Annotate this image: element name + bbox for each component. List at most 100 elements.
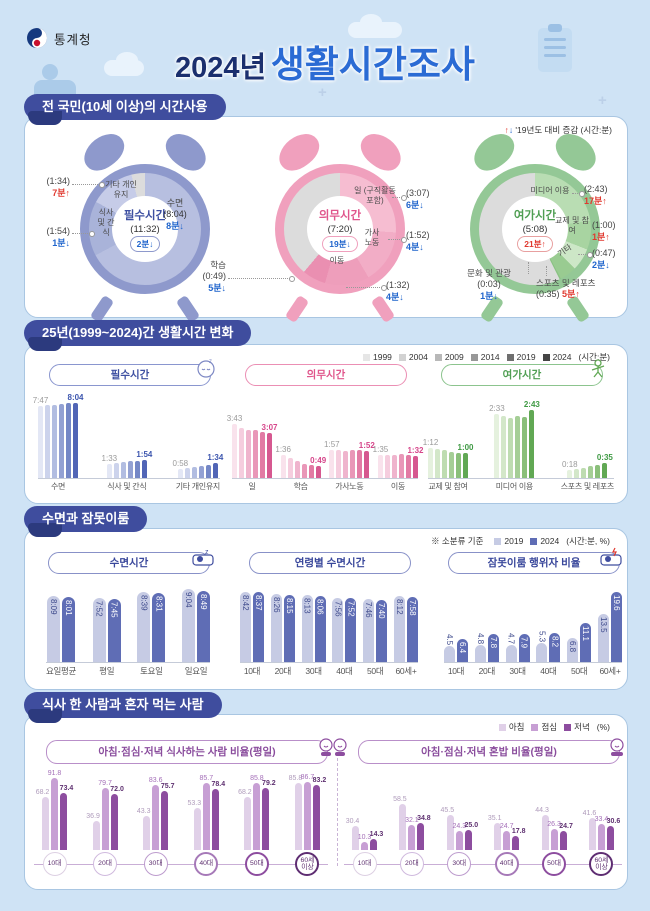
category-label: 평일	[99, 666, 115, 676]
bar-slot: 30.4	[346, 770, 359, 850]
bar-value-label: 0:58	[172, 459, 189, 468]
bar-group: 68.2 91.8 73.4 10대	[36, 770, 73, 876]
bar-slot	[260, 390, 265, 478]
age-circle: 20대	[399, 852, 424, 876]
bar	[522, 417, 528, 478]
bar-value-label: 7:47	[32, 396, 49, 405]
pill-sleepless-rate: 잠못이룸 행위자 비율	[448, 552, 620, 574]
bar-value-label: 24.3	[452, 823, 467, 830]
bar	[120, 462, 126, 478]
segment-label: 이동	[329, 256, 345, 265]
bar-value-label: 8:15	[284, 598, 294, 614]
svg-text:z: z	[205, 549, 209, 556]
legend-swatch	[506, 353, 514, 361]
bar-row: 13.5 19.6	[597, 582, 622, 662]
bar	[597, 824, 605, 850]
bar-row: 0:18 0:35	[562, 390, 613, 478]
bar	[253, 430, 258, 478]
bar-slot	[398, 390, 404, 478]
bar-slot: 7:56	[332, 582, 344, 662]
bar	[408, 825, 416, 850]
bar	[59, 404, 64, 478]
bar	[512, 836, 520, 850]
bar-value-label: 8:13	[302, 598, 312, 614]
bar-slot: 85.8	[250, 770, 264, 850]
bar-value-label: 8:49	[198, 594, 208, 610]
bar-group: 30.4 10.3 14.3 10대	[346, 770, 383, 876]
leader-line	[72, 182, 105, 188]
bar	[239, 428, 244, 478]
bar	[357, 450, 363, 478]
legend-label: 아침	[508, 722, 525, 732]
bar-value-label: 3:43	[226, 414, 243, 423]
bar-slot: 2:43	[524, 390, 540, 478]
required-time-change-chart: 7:47 8:04 수면 1:33 1:54 식사 및 간식 0:58 1:34 기타 개인유지	[33, 390, 224, 492]
bar-row: 2:33 2:43	[489, 390, 540, 478]
x-axis	[428, 478, 614, 479]
category-label: 30대	[305, 666, 322, 676]
legend-swatch	[542, 353, 550, 361]
section1-note: ↑↓ '19년도 대비 증감 (시간:분)	[504, 125, 612, 135]
bar-value-label: 11.1	[581, 626, 591, 641]
category-label: 수면	[50, 482, 66, 491]
category-label: 스포츠 및 레포츠	[560, 482, 615, 491]
bar	[198, 466, 204, 478]
bar	[106, 464, 112, 478]
category-label: 미디어 이용	[495, 482, 534, 491]
bar	[329, 450, 335, 478]
bar-slot	[239, 390, 244, 478]
bar-slot: 43.3	[137, 770, 151, 850]
bar-row: 36.9 79.7 72.0	[86, 770, 124, 850]
bar	[428, 448, 433, 478]
bar-slot	[253, 390, 258, 478]
x-axis	[46, 662, 210, 663]
bar-group: 68.2 85.8 79.2 50대	[238, 770, 276, 876]
bar-group: 35.1 24.7 17.8 40대	[488, 770, 525, 876]
bar	[361, 842, 368, 850]
bar-slot: 9:04	[181, 582, 195, 662]
bar-group: 45.5 24.3 25.0 30대	[440, 770, 478, 876]
bar-slot: 5.3	[536, 582, 548, 662]
bar	[536, 643, 548, 662]
bar-value-label: 8.2	[550, 636, 560, 648]
bar-value-label: 68.2	[238, 789, 252, 796]
bar	[205, 465, 211, 478]
bar-row: 1:35 1:32	[373, 390, 423, 478]
bar-value-label: 1:54	[136, 450, 153, 459]
bar-value-label: 1:12	[422, 438, 439, 447]
bar-row: 44.3 26.3 24.7	[535, 770, 573, 850]
bar-value-label: 8:26	[271, 597, 281, 613]
bar	[314, 596, 326, 662]
bar	[308, 465, 314, 478]
category-label: 30대	[509, 666, 526, 676]
bar-value-label: 24.7	[559, 823, 573, 830]
bar-group: 8:26 8:15 20대	[270, 582, 295, 677]
bar	[567, 470, 573, 478]
bar-value-label: 0:18	[562, 460, 578, 469]
bar	[202, 783, 210, 850]
legend-label: 1999	[372, 352, 392, 362]
bar-row: 43.3 83.6 75.7	[137, 770, 174, 850]
legend-item: 2024	[530, 536, 559, 546]
callout: (1:32) 4분↓	[386, 280, 410, 302]
bar	[336, 450, 342, 478]
pill-sleep-time: 수면시간	[48, 552, 210, 574]
bar-value-label: 19.6	[611, 595, 621, 611]
bar-value-label: 8:39	[139, 595, 149, 611]
bar-slot	[191, 390, 197, 478]
meal-legend: 아침 점심 저녁 (%)	[498, 721, 610, 733]
bar-value-label: 83.2	[312, 777, 327, 784]
bar	[567, 638, 579, 662]
bar	[262, 788, 270, 850]
decoration-cloud-icon	[348, 14, 402, 38]
bar-slot	[405, 390, 411, 478]
bar	[399, 804, 407, 850]
svg-text:z: z	[209, 359, 212, 365]
clock-foot	[89, 294, 115, 324]
bar-row: 3:43 3:07	[227, 390, 278, 478]
bar	[134, 461, 140, 478]
bar-slot: 33.4	[595, 770, 608, 850]
bar	[301, 595, 313, 662]
bar-slot: 14.3	[370, 770, 383, 850]
